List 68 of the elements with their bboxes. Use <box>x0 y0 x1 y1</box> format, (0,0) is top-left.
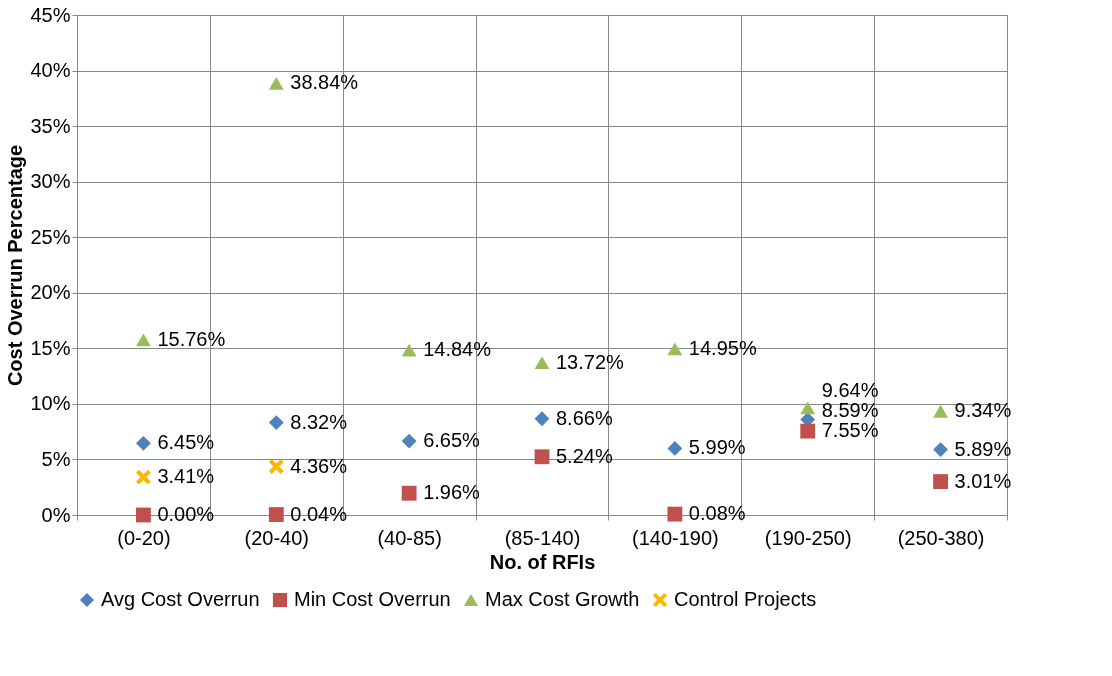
point <box>268 77 284 90</box>
legend-label: Max Cost Growth <box>485 588 640 610</box>
x-tick-label: (0-20) <box>117 526 171 549</box>
point <box>268 507 284 522</box>
point <box>667 441 683 456</box>
point <box>136 469 151 485</box>
point <box>268 415 284 430</box>
data-label: 6.45% <box>157 431 215 454</box>
data-label: 4.36% <box>290 454 348 477</box>
y-tick-label: 0% <box>41 503 71 526</box>
y-tick-label: 20% <box>30 281 71 304</box>
data-label: 8.32% <box>290 410 348 433</box>
point <box>534 449 550 465</box>
point <box>136 333 151 347</box>
data-label: 9.34% <box>954 399 1012 422</box>
y-tick-label: 45% <box>30 3 71 26</box>
point <box>933 442 948 457</box>
data-label: 0.04% <box>290 502 348 525</box>
y-tick-label: 5% <box>41 447 71 470</box>
point <box>800 401 816 415</box>
x-tick-label: (190-250) <box>764 526 852 549</box>
data-label: 3.01% <box>954 469 1012 492</box>
y-tick-label: 15% <box>30 336 71 359</box>
data-label: 5.24% <box>556 444 613 467</box>
data-label: 38.84% <box>290 71 359 94</box>
data-label: 9.64% <box>821 379 879 402</box>
data-label: 8.66% <box>556 406 613 429</box>
data-label: 3.41% <box>157 465 215 488</box>
x-axis-title: No. of RFIs <box>489 550 596 573</box>
data-label: 7.55% <box>821 419 879 442</box>
legend-label: Min Cost Overrun <box>294 588 451 610</box>
y-axis-title: Cost Overrun Percentage <box>4 144 27 387</box>
data-label: 5.99% <box>688 436 746 459</box>
data-label: 1.96% <box>423 481 481 504</box>
data-label: 13.72% <box>556 350 625 373</box>
x-tick-label: (250-380) <box>897 526 985 549</box>
x-tick-label: (20-40) <box>244 526 310 549</box>
x-tick-label: (40-85) <box>377 526 442 549</box>
legend-label: Control Projects <box>674 588 817 610</box>
data-label: 6.65% <box>423 429 481 452</box>
data-label: 14.84% <box>423 338 492 361</box>
data-label: 0.08% <box>688 502 746 525</box>
point <box>667 342 683 356</box>
legend-label: Avg Cost Overrun <box>101 588 260 610</box>
y-tick-label: 10% <box>30 392 71 415</box>
data-label: 0.00% <box>157 503 215 525</box>
data-label: 15.76% <box>157 327 226 350</box>
point <box>933 404 948 418</box>
x-tick-label: (140-190) <box>632 526 719 549</box>
point <box>268 459 284 474</box>
point <box>534 356 550 369</box>
point <box>136 507 151 523</box>
data-label: 8.59% <box>821 399 879 422</box>
point <box>136 435 151 451</box>
point <box>800 423 816 439</box>
x-tick-label: (85-140) <box>504 526 581 549</box>
data-label: 14.95% <box>688 336 757 359</box>
data-label: 5.89% <box>954 437 1012 460</box>
y-tick-label: 40% <box>30 59 71 82</box>
point <box>667 506 683 522</box>
y-tick-label: 25% <box>30 225 71 248</box>
point <box>933 474 948 489</box>
y-tick-label: 30% <box>30 170 71 193</box>
point <box>401 485 417 501</box>
point <box>401 343 417 357</box>
y-tick-label: 35% <box>30 114 71 137</box>
point <box>534 411 550 427</box>
point <box>401 433 417 449</box>
